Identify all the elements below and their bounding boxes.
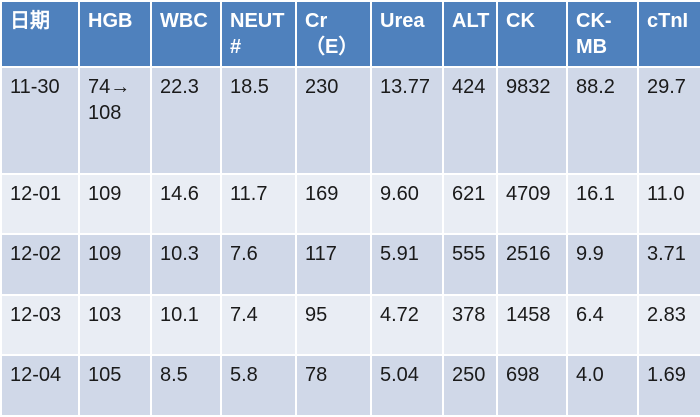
table-cell: 95 [295, 293, 372, 357]
table-row: 11-30 74→ 108 22.3 18.5 230 13.77 424 9832 88.2 2… [0, 66, 700, 175]
table-cell: 12-01 [0, 172, 80, 236]
table-cell: 7.6 [220, 233, 297, 296]
table-cell: 698 [496, 354, 568, 417]
table-cell: 9832 [496, 66, 568, 175]
table-cell: 10.1 [150, 293, 222, 357]
table-cell: 88.2 [566, 66, 639, 175]
table-cell: 424 [442, 66, 498, 175]
table-cell: 4.0 [566, 354, 639, 417]
table-cell: 14.6 [150, 172, 222, 236]
table-cell: 230 [295, 66, 372, 175]
table-cell: 2516 [496, 233, 568, 296]
header-cell: HGB [78, 0, 152, 68]
table-cell: 18.5 [220, 66, 297, 175]
table-cell: 109 [78, 233, 152, 296]
table-cell: 12-04 [0, 354, 80, 417]
header-cell: ALT [442, 0, 498, 68]
table-cell: 8.5 [150, 354, 222, 417]
header-cell: cTnI [637, 0, 700, 68]
table-row: 12-01 109 14.6 11.7 169 9.60 621 4709 16.1 11.0 [0, 172, 700, 236]
table-cell: 6.4 [566, 293, 639, 357]
header-cell: 日期 [0, 0, 80, 68]
table-cell: 621 [442, 172, 498, 236]
table-row: 12-02 109 10.3 7.6 117 5.91 555 2516 9.9 3.71 [0, 233, 700, 296]
table-cell: 1458 [496, 293, 568, 357]
table-cell: 5.04 [370, 354, 444, 417]
table-cell: 9.9 [566, 233, 639, 296]
table-row: 12-03 103 10.1 7.4 95 4.72 378 1458 6.4 2.83 [0, 293, 700, 357]
table-cell: 378 [442, 293, 498, 357]
table-cell: 3.71 [637, 233, 700, 296]
table-cell: 11-30 [0, 66, 80, 175]
table-cell: 250 [442, 354, 498, 417]
table-cell: 11.0 [637, 172, 700, 236]
table-cell: 4.72 [370, 293, 444, 357]
table-cell: 117 [295, 233, 372, 296]
table-cell: 16.1 [566, 172, 639, 236]
header-row: 日期 HGB WBC NEUT # Cr（E） Urea ALT CK CK- MB cTnI [0, 0, 700, 68]
table-cell: 11.7 [220, 172, 297, 236]
table-cell: 555 [442, 233, 498, 296]
table-cell: 29.7 [637, 66, 700, 175]
table-cell: 5.91 [370, 233, 444, 296]
table-cell: 74→ 108 [78, 66, 152, 175]
table-cell: 5.8 [220, 354, 297, 417]
table-cell: 13.77 [370, 66, 444, 175]
header-cell: NEUT # [220, 0, 297, 68]
table-cell: 78 [295, 354, 372, 417]
table-cell: 12-03 [0, 293, 80, 357]
header-cell: Urea [370, 0, 444, 68]
table-cell: 2.83 [637, 293, 700, 357]
table-cell: 12-02 [0, 233, 80, 296]
header-cell: CK- MB [566, 0, 639, 68]
table-cell: 109 [78, 172, 152, 236]
table-cell: 103 [78, 293, 152, 357]
table-cell: 169 [295, 172, 372, 236]
table-body: 11-30 74→ 108 22.3 18.5 230 13.77 424 9832 88.2 2… [0, 66, 700, 417]
table-row: 12-04 105 8.5 5.8 78 5.04 250 698 4.0 1.69 [0, 354, 700, 417]
header-cell: WBC [150, 0, 222, 68]
table-cell: 9.60 [370, 172, 444, 236]
header-cell: CK [496, 0, 568, 68]
table-cell: 7.4 [220, 293, 297, 357]
header-cell: Cr（E） [295, 0, 372, 68]
table-cell: 4709 [496, 172, 568, 236]
table-cell: 22.3 [150, 66, 222, 175]
table-cell: 10.3 [150, 233, 222, 296]
table-cell: 105 [78, 354, 152, 417]
table-cell: 1.69 [637, 354, 700, 417]
